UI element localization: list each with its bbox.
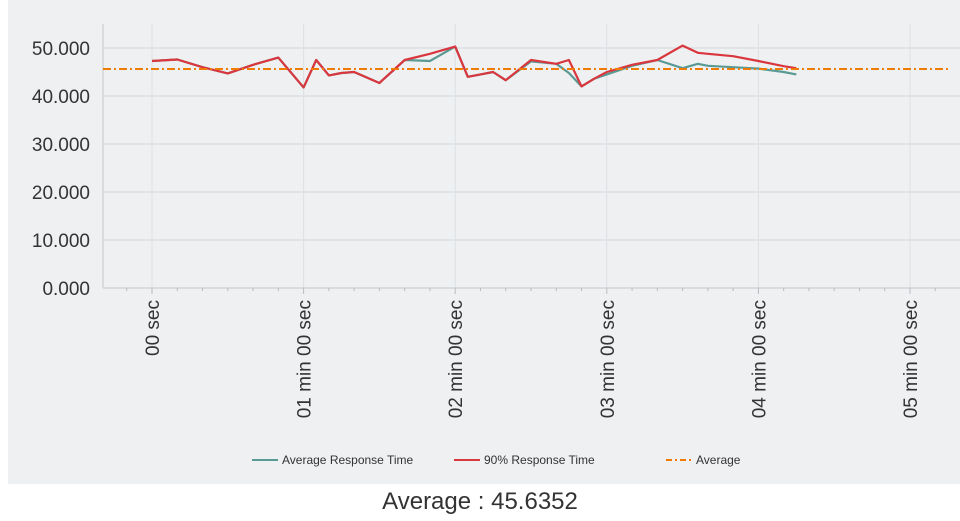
y-tick-label-1: 10.000	[32, 231, 90, 252]
series-line-1	[151, 44, 797, 89]
y-tick-labels: 0.000 10.000 20.000 30.000 40.000 50.000	[32, 39, 90, 300]
axes	[102, 24, 960, 294]
chart-panel: 0.000 10.000 20.000 30.000 40.000 50.000 00 s…	[8, 0, 960, 484]
y-tick-label-4: 40.000	[32, 87, 90, 108]
legend-label-0: Average Response Time	[282, 453, 414, 467]
series-lines	[103, 44, 948, 89]
average-caption: Average : 45.6352	[382, 488, 578, 515]
x-tick-label-3: 03 min 00 sec	[598, 300, 619, 418]
legend-label-1: 90% Response Time	[484, 453, 595, 467]
legend-label-2: Average	[696, 453, 741, 467]
response-time-chart: 0.000 10.000 20.000 30.000 40.000 50.000 00 s…	[32, 24, 960, 467]
x-tick-label-4: 04 min 00 sec	[749, 300, 770, 418]
y-tick-label-0: 0.000	[42, 279, 90, 300]
y-tick-label-2: 20.000	[32, 183, 90, 204]
legend: Average Response Time 90% Response Time Av…	[252, 453, 741, 467]
y-tick-label-5: 50.000	[32, 39, 90, 60]
x-tick-label-1: 01 min 00 sec	[295, 300, 316, 418]
grid-lines	[103, 24, 960, 288]
x-tick-label-2: 02 min 00 sec	[446, 300, 467, 418]
y-tick-label-3: 30.000	[32, 135, 90, 156]
x-tick-label-5: 05 min 00 sec	[901, 300, 922, 418]
x-tick-label-0: 00 sec	[143, 300, 164, 356]
x-tick-labels: 00 sec 01 min 00 sec 02 min 00 sec 03 min 0…	[143, 300, 922, 418]
